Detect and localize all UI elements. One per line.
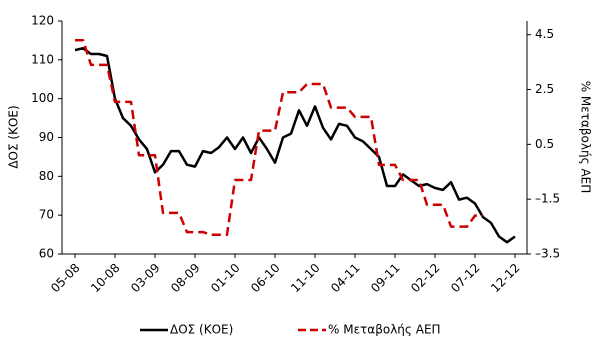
y-tick-label: 90 [39, 130, 54, 144]
y-tick-label: 70 [39, 208, 54, 222]
legend-label: ΔΟΣ (ΚΟΕ) [170, 323, 233, 337]
x-tick-label: 06-10 [248, 261, 283, 296]
series-line [74, 46, 516, 244]
y-tick-label: 100 [31, 91, 54, 105]
y-tick-label: 120 [31, 14, 54, 28]
x-tick-label: 11-10 [288, 261, 323, 296]
x-tick-label: 10-08 [88, 261, 123, 296]
x-tick-label: 01-10 [208, 261, 243, 296]
x-tick-label: 04-11 [328, 261, 363, 296]
x-tick-label: 09-11 [368, 261, 403, 296]
x-tick-label: 08-09 [168, 261, 203, 296]
y2-tick-label: 0.5 [535, 137, 554, 151]
y-tick-label: 110 [31, 52, 54, 66]
x-tick-label: 12-12 [488, 261, 523, 296]
x-tick-label: 05-08 [48, 261, 83, 296]
y2-tick-label: 2.5 [535, 82, 554, 96]
y-tick-label: 60 [39, 247, 54, 261]
y2-tick-label: –3.5 [535, 247, 560, 261]
x-tick-label: 07-12 [448, 261, 483, 296]
y2-tick-label: 4.5 [535, 27, 554, 41]
legend-label: % Μεταβολής ΑΕΠ [328, 323, 441, 337]
y-tick-label: 80 [39, 169, 54, 183]
x-tick-label: 02-12 [408, 261, 443, 296]
series-line [75, 38, 483, 237]
y-axis-title: ΔΟΣ (ΚΟΕ) [7, 105, 21, 168]
y2-tick-label: –1.5 [535, 192, 560, 206]
y2-axis-title: % Μεταβολής ΑΕΠ [579, 81, 593, 194]
x-tick-label: 03-09 [128, 261, 163, 296]
